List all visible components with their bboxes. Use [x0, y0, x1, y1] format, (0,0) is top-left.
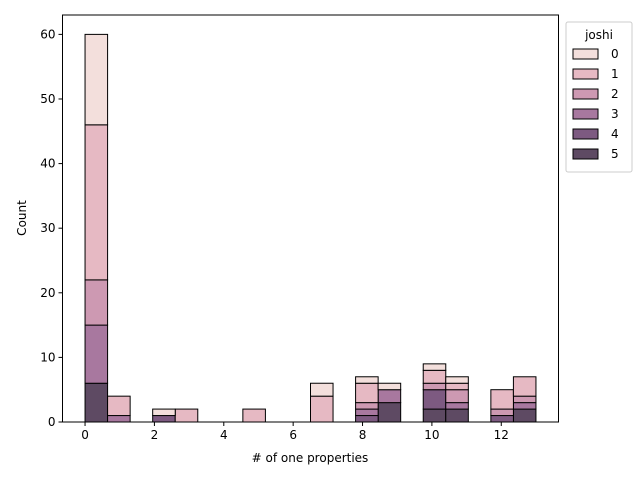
bar-joshi-5-bin-12.35 [512, 408, 537, 423]
legend-label-1: 1 [611, 67, 619, 81]
bar-joshi-4-bin-7.80 [355, 415, 379, 423]
bar-joshi-0-bin-1.95 [152, 408, 176, 417]
legend-items: 0 1 2 3 4 5 [572, 47, 619, 161]
x-tick-label: 2 [151, 428, 159, 442]
bar-joshi-1-bin-9.75 [422, 369, 447, 384]
bar-joshi-5-bin-10.40 [445, 408, 469, 423]
bar-joshi-3-bin-8.45 [377, 389, 402, 404]
bar-joshi-1-bin-7.80 [355, 382, 379, 404]
bar-joshi-3-bin-0.00 [84, 324, 109, 384]
x-tick-label: 12 [494, 428, 509, 442]
legend-swatch-5 [572, 148, 599, 160]
bar-joshi-2-bin-7.80 [355, 402, 379, 410]
legend-label-2: 2 [611, 87, 619, 101]
bar-joshi-1-bin-11.70 [490, 389, 514, 410]
bar-joshi-1-bin-12.35 [512, 376, 537, 397]
x-tick-label: 4 [220, 428, 228, 442]
bar-joshi-1-bin-6.50 [310, 395, 334, 423]
bar-joshi-2-bin-11.70 [490, 408, 514, 417]
legend-label-4: 4 [611, 127, 619, 141]
bar-joshi-3-bin-10.40 [445, 402, 469, 410]
bar-joshi-1-bin-0.65 [107, 395, 131, 417]
legend-swatch-2 [572, 88, 599, 100]
y-axis-ticks: 0 10 20 30 40 50 60 [40, 27, 63, 429]
bar-joshi-0-bin-7.80 [355, 376, 379, 384]
bar-joshi-4-bin-1.95 [152, 415, 176, 423]
legend-label-3: 3 [611, 107, 619, 121]
legend-label-0: 0 [611, 47, 619, 61]
y-tick-label: 40 [40, 157, 55, 171]
bar-joshi-5-bin-8.45 [377, 402, 402, 423]
plot-frame [62, 14, 559, 423]
bar-joshi-2-bin-10.40 [445, 389, 469, 404]
y-tick-label: 20 [40, 286, 55, 300]
bar-joshi-1-bin-4.55 [242, 408, 266, 423]
y-tick-label: 50 [40, 92, 55, 106]
bar-joshi-1-bin-10.40 [445, 382, 469, 391]
bar-joshi-1-bin-2.60 [174, 408, 199, 423]
x-axis-label: # of one properties [252, 451, 369, 465]
bar-joshi-2-bin-9.75 [422, 382, 447, 391]
y-tick-label: 0 [48, 415, 56, 429]
bar-joshi-4-bin-9.75 [422, 389, 447, 410]
bar-joshi-3-bin-12.35 [512, 402, 537, 410]
bar-joshi-2-bin-12.35 [512, 395, 537, 404]
bar-joshi-0-bin-9.75 [422, 363, 447, 371]
bar-joshi-0-bin-6.50 [310, 382, 334, 397]
bar-joshi-5-bin-0.00 [84, 382, 109, 423]
bar-joshi-5-bin-9.75 [422, 408, 447, 423]
legend-swatch-0 [572, 48, 599, 60]
legend-swatch-3 [572, 108, 599, 120]
bar-joshi-0-bin-0.00 [84, 33, 109, 126]
bars-group [84, 33, 537, 423]
bar-joshi-3-bin-7.80 [355, 408, 379, 417]
x-tick-label: 0 [81, 428, 89, 442]
x-tick-label: 6 [289, 428, 297, 442]
x-tick-label: 8 [359, 428, 367, 442]
bar-joshi-0-bin-8.45 [377, 382, 402, 391]
y-tick-label: 30 [40, 221, 55, 235]
y-axis-label: Count [15, 200, 29, 236]
y-tick-label: 10 [40, 350, 55, 364]
bar-joshi-1-bin-0.00 [84, 124, 109, 281]
x-axis-ticks: 0 2 4 6 8 10 12 [81, 422, 509, 442]
y-tick-label: 60 [40, 27, 55, 41]
x-tick-label: 10 [424, 428, 439, 442]
legend-swatch-4 [572, 128, 599, 140]
bar-joshi-2-bin-0.00 [84, 279, 109, 326]
legend-title: joshi [584, 28, 613, 42]
bar-joshi-4-bin-11.70 [490, 415, 514, 423]
bar-joshi-3-bin-0.65 [107, 415, 131, 423]
legend-label-5: 5 [611, 147, 619, 161]
legend: joshi 0 1 2 3 4 5 [565, 21, 633, 173]
bar-joshi-0-bin-10.40 [445, 376, 469, 384]
legend-swatch-1 [572, 68, 599, 80]
